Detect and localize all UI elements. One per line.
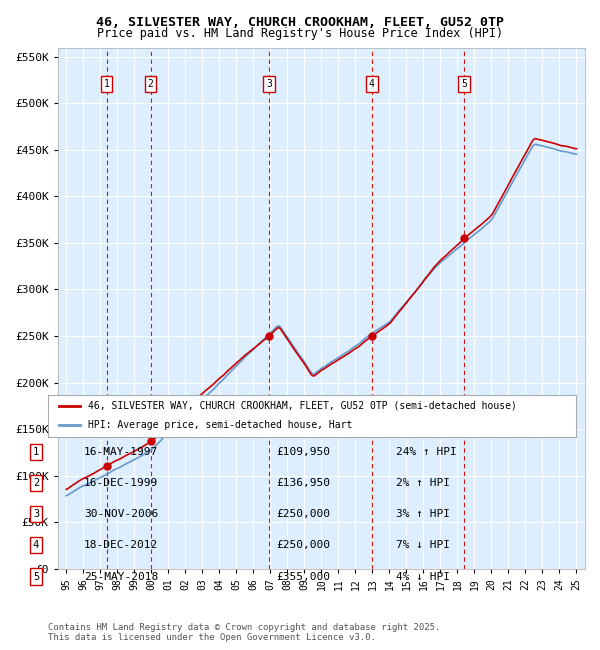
- Text: 4: 4: [33, 540, 39, 551]
- Text: 5: 5: [461, 79, 467, 89]
- Text: 4% ↓ HPI: 4% ↓ HPI: [396, 571, 450, 582]
- Text: 7% ↓ HPI: 7% ↓ HPI: [396, 540, 450, 551]
- Text: 3: 3: [266, 79, 272, 89]
- Text: 18-DEC-2012: 18-DEC-2012: [84, 540, 158, 551]
- Text: 5: 5: [33, 571, 39, 582]
- Text: 1: 1: [104, 79, 110, 89]
- Text: £250,000: £250,000: [276, 509, 330, 519]
- Text: 2: 2: [33, 478, 39, 488]
- Text: £355,000: £355,000: [276, 571, 330, 582]
- Text: 30-NOV-2006: 30-NOV-2006: [84, 509, 158, 519]
- Text: 2% ↑ HPI: 2% ↑ HPI: [396, 478, 450, 488]
- Text: 3: 3: [33, 509, 39, 519]
- Text: £136,950: £136,950: [276, 478, 330, 488]
- Text: £109,950: £109,950: [276, 447, 330, 457]
- Text: 2: 2: [148, 79, 154, 89]
- Text: 4: 4: [369, 79, 374, 89]
- Text: 46, SILVESTER WAY, CHURCH CROOKHAM, FLEET, GU52 0TP: 46, SILVESTER WAY, CHURCH CROOKHAM, FLEE…: [96, 16, 504, 29]
- Text: Price paid vs. HM Land Registry's House Price Index (HPI): Price paid vs. HM Land Registry's House …: [97, 27, 503, 40]
- Text: 24% ↑ HPI: 24% ↑ HPI: [396, 447, 457, 457]
- Text: HPI: Average price, semi-detached house, Hart: HPI: Average price, semi-detached house,…: [88, 421, 352, 430]
- Text: Contains HM Land Registry data © Crown copyright and database right 2025.
This d: Contains HM Land Registry data © Crown c…: [48, 623, 440, 642]
- Text: 25-MAY-2018: 25-MAY-2018: [84, 571, 158, 582]
- Text: 16-DEC-1999: 16-DEC-1999: [84, 478, 158, 488]
- Text: 46, SILVESTER WAY, CHURCH CROOKHAM, FLEET, GU52 0TP (semi-detached house): 46, SILVESTER WAY, CHURCH CROOKHAM, FLEE…: [88, 401, 517, 411]
- Text: 16-MAY-1997: 16-MAY-1997: [84, 447, 158, 457]
- Text: 3% ↑ HPI: 3% ↑ HPI: [396, 509, 450, 519]
- Text: 1: 1: [33, 447, 39, 457]
- Text: £250,000: £250,000: [276, 540, 330, 551]
